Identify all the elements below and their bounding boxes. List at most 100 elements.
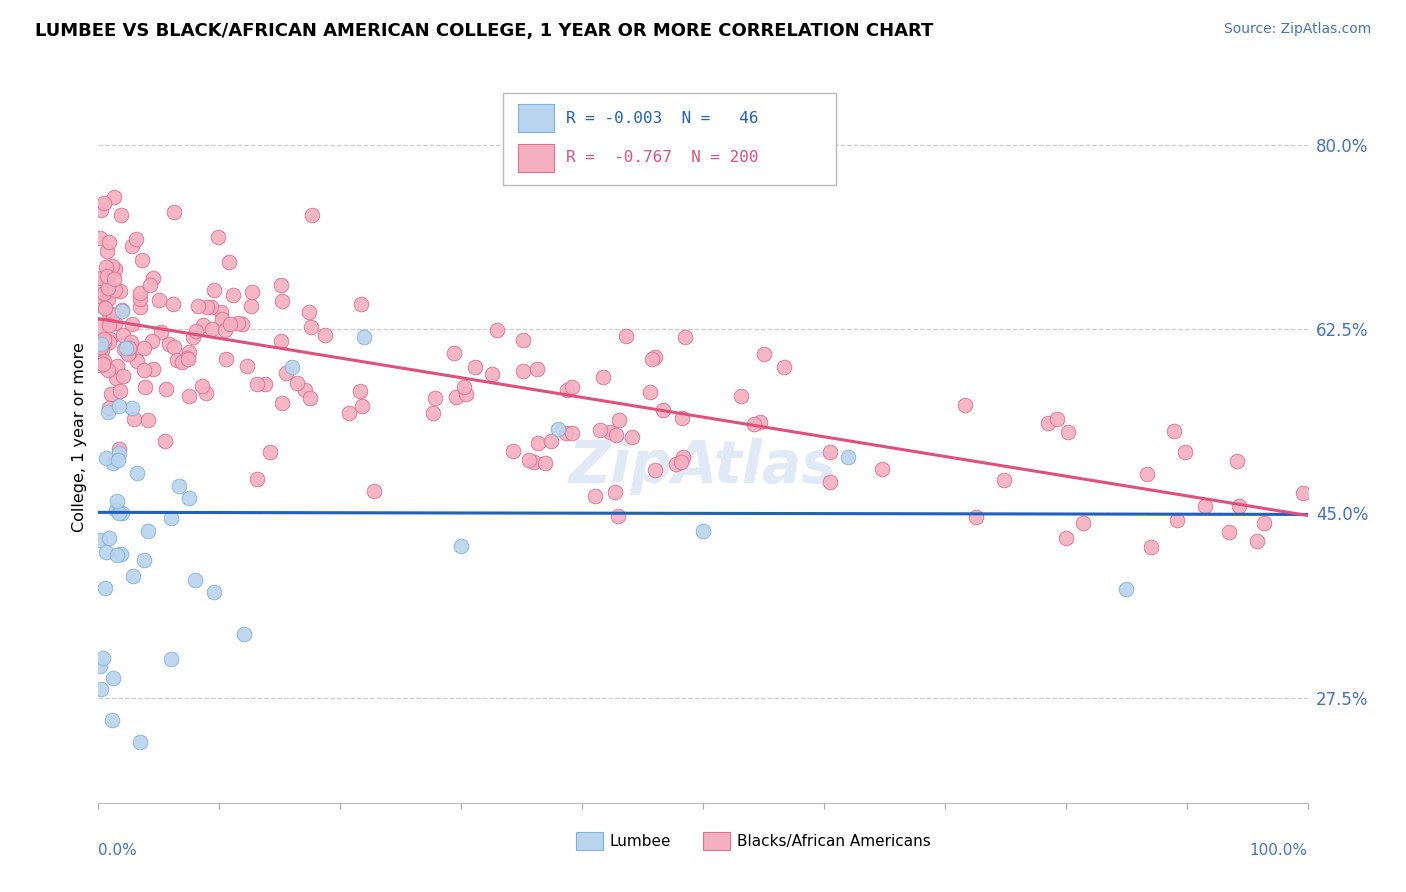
Point: [453, 380, 475, 394]
Point: [93, 357, 115, 371]
Point: [157, 337, 180, 351]
Point: [218, 255, 240, 269]
Point: [561, 425, 583, 440]
Point: [274, 366, 297, 380]
Point: [132, 341, 155, 355]
Point: [136, 524, 159, 538]
Point: [91, 343, 114, 357]
Point: [773, 359, 796, 374]
Point: [592, 370, 614, 384]
Point: [547, 422, 569, 436]
Point: [1174, 445, 1197, 459]
Point: [184, 324, 207, 338]
Point: [671, 411, 693, 425]
Point: [953, 398, 976, 412]
Point: [97, 334, 120, 349]
Point: [111, 506, 134, 520]
Point: [89, 320, 111, 334]
Point: [621, 429, 644, 443]
Point: [1054, 532, 1077, 546]
Point: [128, 300, 150, 314]
Point: [589, 423, 612, 437]
Point: [96, 545, 118, 559]
Point: [301, 208, 323, 222]
Text: 100.0%: 100.0%: [1250, 843, 1308, 858]
Point: [100, 386, 122, 401]
Point: [222, 288, 245, 302]
Point: [90, 340, 112, 354]
Bar: [703, 832, 730, 850]
Point: [127, 354, 149, 368]
Point: [162, 297, 184, 311]
Point: [104, 283, 127, 297]
Point: [121, 569, 143, 583]
Point: [672, 450, 695, 464]
Point: [512, 333, 534, 347]
Point: [127, 466, 149, 480]
Point: [117, 335, 139, 350]
Point: [93, 332, 115, 346]
Point: [443, 346, 465, 360]
Point: [94, 450, 117, 465]
Point: [98, 318, 121, 332]
Point: [142, 270, 165, 285]
Point: [132, 363, 155, 377]
Point: [534, 456, 557, 470]
Point: [98, 306, 121, 320]
Point: [270, 294, 292, 309]
Point: [90, 681, 112, 696]
Point: [526, 362, 548, 376]
Point: [246, 472, 269, 486]
Point: [363, 484, 385, 499]
Point: [232, 627, 254, 641]
Point: [641, 351, 664, 366]
Point: [583, 489, 606, 503]
Point: [271, 396, 294, 410]
Point: [450, 539, 472, 553]
Point: [120, 335, 142, 350]
Point: [184, 573, 207, 587]
Point: [93, 196, 115, 211]
Point: [115, 342, 138, 356]
Point: [94, 301, 117, 315]
Point: [117, 347, 139, 361]
Point: [93, 286, 115, 301]
Point: [128, 285, 150, 300]
FancyBboxPatch shape: [503, 94, 837, 185]
Point: [652, 403, 675, 417]
Point: [281, 360, 304, 375]
Point: [837, 450, 859, 464]
Point: [191, 379, 214, 393]
Point: [134, 553, 156, 567]
Point: [117, 342, 139, 356]
Point: [105, 494, 128, 508]
Point: [669, 455, 692, 469]
Point: [752, 346, 775, 360]
Point: [422, 406, 444, 420]
Point: [599, 425, 621, 440]
Point: [298, 391, 321, 405]
Point: [673, 330, 696, 344]
Point: [211, 311, 233, 326]
Point: [1163, 425, 1185, 439]
Point: [134, 380, 156, 394]
Point: [1071, 516, 1094, 530]
Point: [97, 362, 120, 376]
Point: [141, 334, 163, 348]
Point: [179, 345, 201, 359]
Point: [89, 358, 111, 372]
Point: [1136, 467, 1159, 482]
Point: [195, 301, 218, 315]
Point: [111, 327, 134, 342]
Point: [202, 585, 225, 599]
Point: [153, 434, 176, 448]
Point: [749, 415, 772, 429]
Point: [1056, 425, 1078, 440]
Point: [259, 445, 281, 459]
Point: [103, 190, 125, 204]
Point: [454, 386, 477, 401]
Point: [89, 659, 111, 673]
Point: [314, 328, 336, 343]
Point: [112, 369, 135, 384]
Point: [502, 444, 524, 458]
